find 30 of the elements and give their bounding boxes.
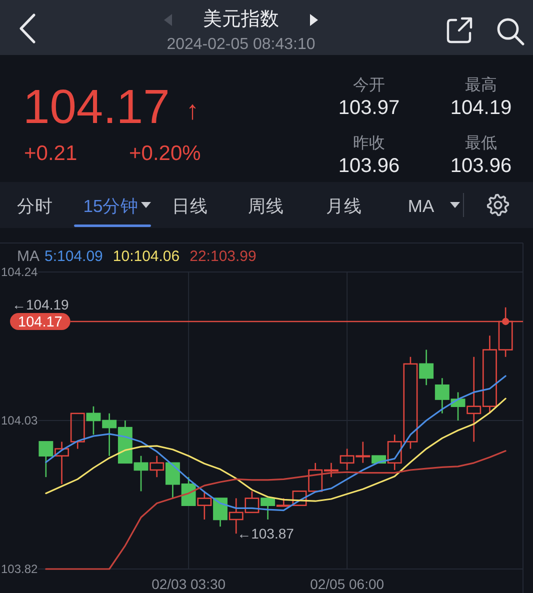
text: 15分钟: [83, 196, 139, 216]
y-tick-label: 103.82: [1, 562, 38, 576]
text: MA: [408, 196, 434, 216]
text: 104.19: [450, 97, 512, 119]
text: +0.20%: [129, 142, 201, 165]
text: 昨收: [353, 135, 385, 152]
ref-line-label: 104.17: [18, 314, 62, 330]
y-tick-label: 104.03: [1, 414, 38, 428]
text: 分时: [17, 196, 53, 216]
chart-title: 美元指数: [203, 8, 279, 30]
x-tick-label: 02/05 06:00: [310, 576, 384, 592]
text: 月线: [326, 196, 362, 216]
chart-subtitle: 2024-02-05 08:43:10: [166, 36, 316, 53]
text: 今开: [353, 77, 385, 94]
text: 最高: [465, 76, 497, 94]
text: 日线: [172, 196, 208, 216]
text: 104.17: [23, 81, 170, 134]
annotation: ←103.87: [237, 526, 294, 542]
legend: MA 5:104.09 10:104.06 22:103.99: [17, 248, 256, 265]
text: 103.96: [450, 155, 512, 177]
annotation: ←104.19: [12, 296, 70, 312]
x-tick-label: 02/03 03:30: [152, 576, 226, 592]
y-tick-label: 104.24: [1, 265, 38, 280]
text: 103.97: [338, 97, 400, 119]
text: 最低: [465, 135, 497, 152]
ref-line: 104.17: [10, 313, 523, 330]
text: +0.21: [24, 142, 78, 165]
text: 103.96: [338, 155, 400, 177]
text: 周线: [248, 196, 284, 216]
text: ↑: [186, 95, 199, 125]
